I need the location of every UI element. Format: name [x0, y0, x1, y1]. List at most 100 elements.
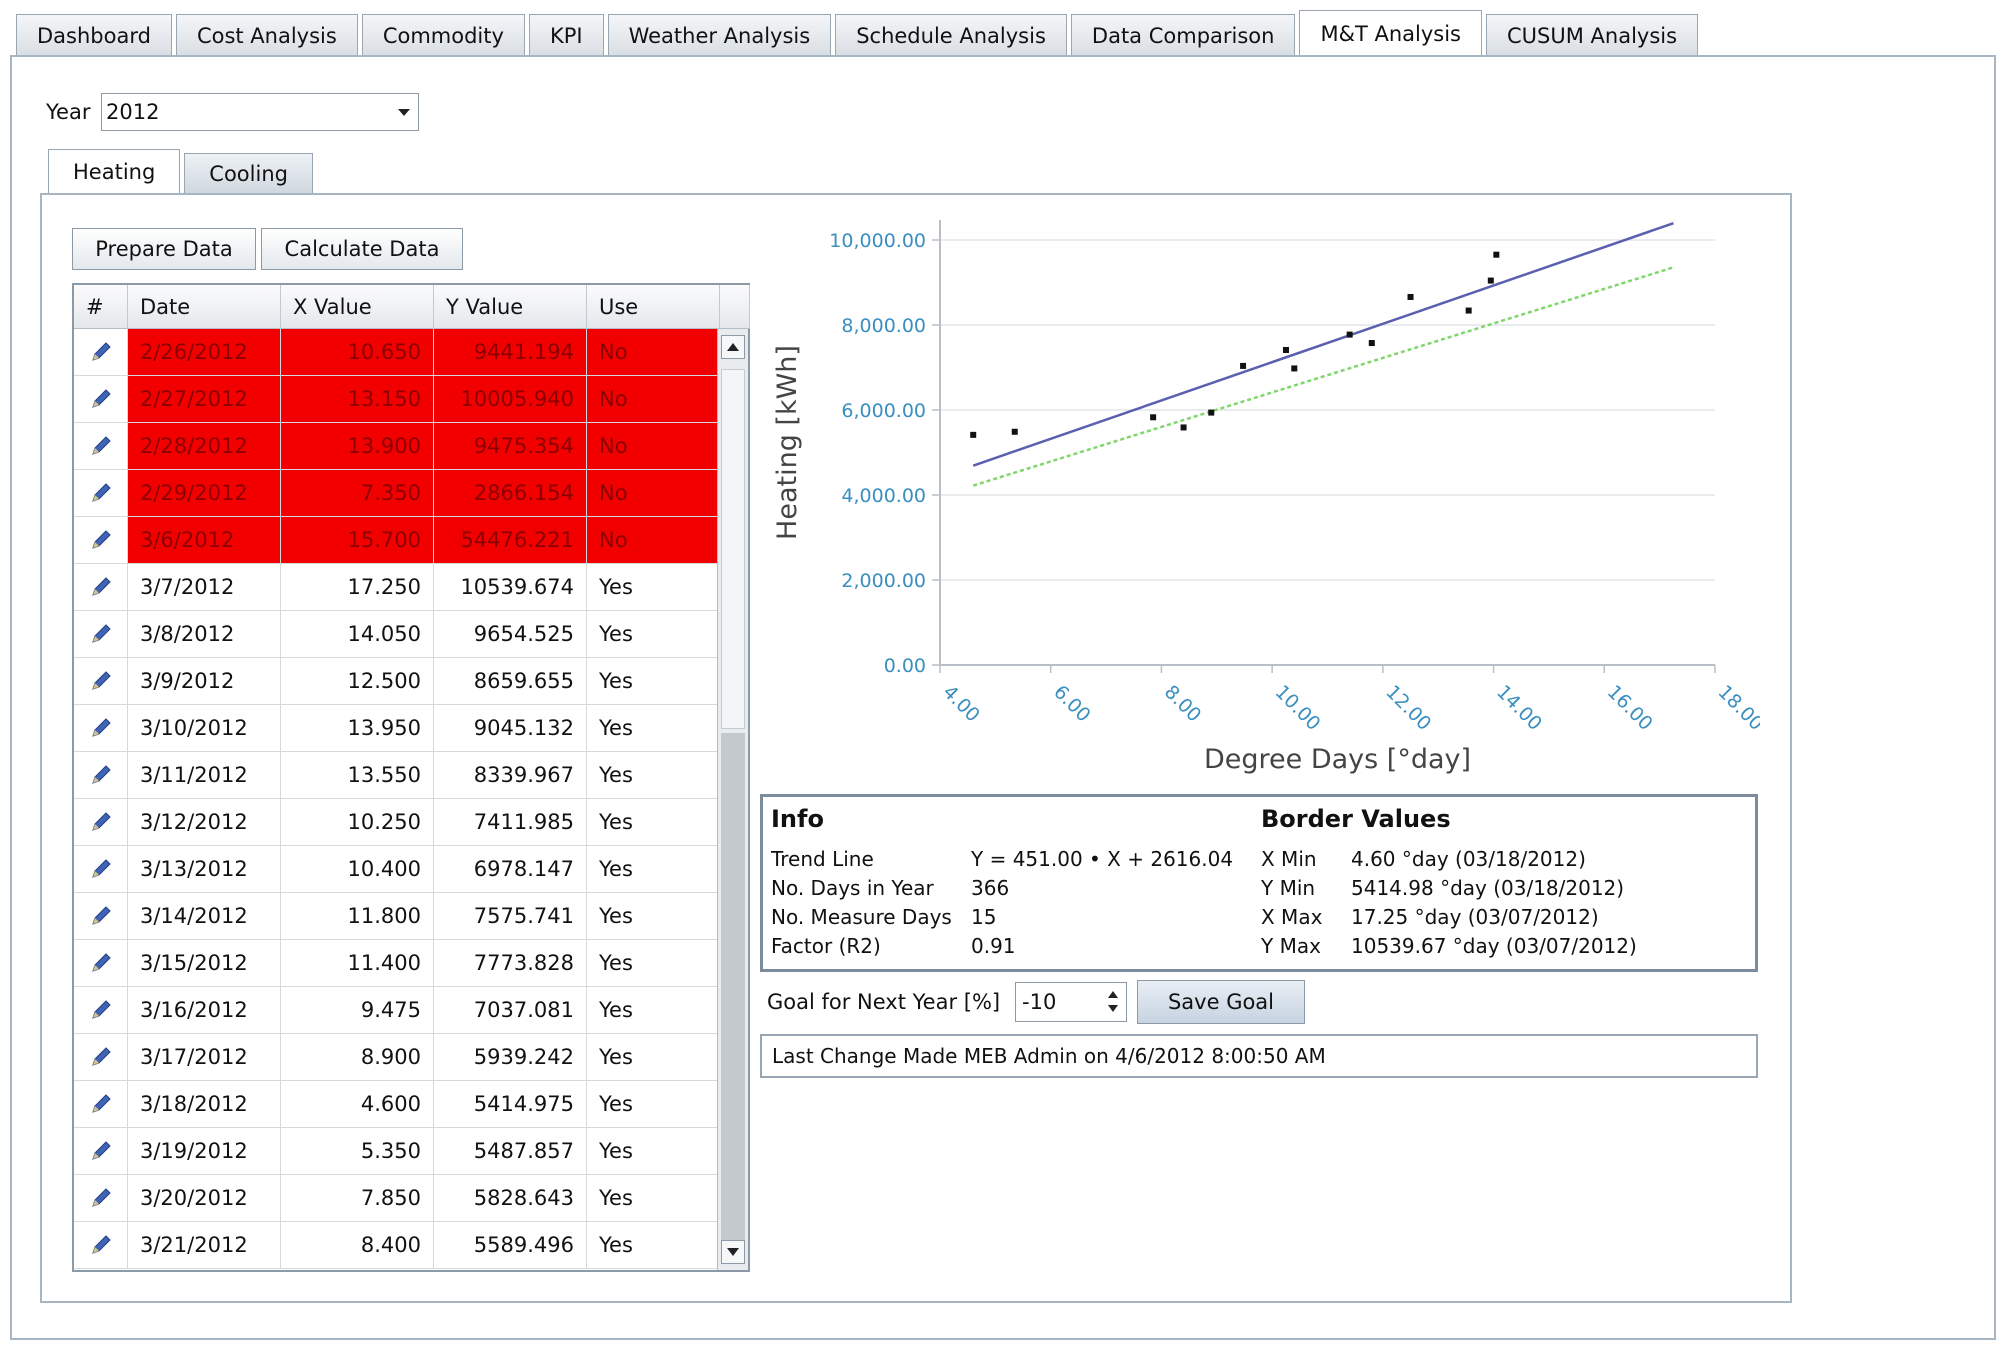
- tab-cost-analysis[interactable]: Cost Analysis: [175, 14, 358, 56]
- year-select[interactable]: 2012: [101, 93, 419, 131]
- scroll-track[interactable]: [721, 733, 745, 1241]
- table-row[interactable]: 3/16/2012 9.475 7037.081 Yes: [74, 987, 720, 1034]
- pencil-icon[interactable]: [88, 856, 114, 882]
- pencil-icon[interactable]: [88, 950, 114, 976]
- column-header-number[interactable]: #: [74, 285, 128, 329]
- pencil-icon[interactable]: [88, 1138, 114, 1164]
- x-tick-label: 18.00: [1713, 681, 1760, 735]
- table-row[interactable]: 2/28/2012 13.900 9475.354 No: [74, 423, 720, 470]
- y-tick-label: 4,000.00: [841, 485, 926, 507]
- table-row[interactable]: 3/13/2012 10.400 6978.147 Yes: [74, 846, 720, 893]
- table-row[interactable]: 3/15/2012 11.400 7773.828 Yes: [74, 940, 720, 987]
- grid-scrollbar[interactable]: [717, 329, 748, 1270]
- scroll-thumb[interactable]: [721, 369, 745, 729]
- tab-heating[interactable]: Heating: [48, 149, 181, 193]
- pencil-icon[interactable]: [88, 809, 114, 835]
- tab-weather-analysis[interactable]: Weather Analysis: [607, 14, 832, 56]
- table-row[interactable]: 2/29/2012 7.350 2866.154 No: [74, 470, 720, 517]
- table-row[interactable]: 3/14/2012 11.800 7575.741 Yes: [74, 893, 720, 940]
- table-row[interactable]: 2/26/2012 10.650 9441.194 No: [74, 329, 720, 376]
- pencil-icon[interactable]: [88, 997, 114, 1023]
- cell-edit[interactable]: [74, 705, 128, 751]
- pencil-icon[interactable]: [88, 715, 114, 741]
- scroll-down-button[interactable]: [721, 1240, 745, 1264]
- cell-edit[interactable]: [74, 611, 128, 657]
- table-row[interactable]: 3/9/2012 12.500 8659.655 Yes: [74, 658, 720, 705]
- column-header-date[interactable]: Date: [128, 285, 281, 329]
- cell-edit[interactable]: [74, 893, 128, 939]
- table-row[interactable]: 3/7/2012 17.250 10539.674 Yes: [74, 564, 720, 611]
- pencil-icon[interactable]: [88, 1044, 114, 1070]
- save-goal-button[interactable]: Save Goal: [1137, 980, 1305, 1024]
- cell-edit[interactable]: [74, 752, 128, 798]
- cell-edit[interactable]: [74, 470, 128, 516]
- year-value: 2012: [106, 100, 160, 124]
- stepper-up-icon[interactable]: [1108, 991, 1118, 998]
- cell-edit[interactable]: [74, 1034, 128, 1080]
- table-row[interactable]: 3/20/2012 7.850 5828.643 Yes: [74, 1175, 720, 1222]
- pencil-icon[interactable]: [88, 386, 114, 412]
- scroll-up-button[interactable]: [721, 335, 745, 359]
- column-header-x-value[interactable]: X Value: [281, 285, 434, 329]
- cell-edit[interactable]: [74, 940, 128, 986]
- pencil-icon[interactable]: [88, 903, 114, 929]
- tab-kpi[interactable]: KPI: [528, 14, 604, 56]
- pencil-icon[interactable]: [88, 668, 114, 694]
- table-row[interactable]: 3/21/2012 8.400 5589.496 Yes: [74, 1222, 720, 1269]
- cell-edit[interactable]: [74, 846, 128, 892]
- table-row[interactable]: 3/19/2012 5.350 5487.857 Yes: [74, 1128, 720, 1175]
- table-row[interactable]: 3/10/2012 13.950 9045.132 Yes: [74, 705, 720, 752]
- tab-mt-analysis[interactable]: M&T Analysis: [1299, 10, 1482, 56]
- pencil-icon[interactable]: [88, 762, 114, 788]
- cell-edit[interactable]: [74, 564, 128, 610]
- pencil-icon[interactable]: [88, 527, 114, 553]
- cell-date: 3/13/2012: [128, 846, 281, 892]
- goal-stepper[interactable]: -10: [1015, 982, 1127, 1022]
- table-row[interactable]: 3/6/2012 15.700 54476.221 No: [74, 517, 720, 564]
- x-tick-label: 12.00: [1381, 681, 1435, 735]
- pencil-icon[interactable]: [88, 433, 114, 459]
- table-row[interactable]: 3/11/2012 13.550 8339.967 Yes: [74, 752, 720, 799]
- tab-dashboard[interactable]: Dashboard: [16, 14, 172, 56]
- cell-edit[interactable]: [74, 987, 128, 1033]
- pencil-icon[interactable]: [88, 574, 114, 600]
- cell-edit[interactable]: [74, 799, 128, 845]
- tab-schedule-analysis[interactable]: Schedule Analysis: [835, 14, 1067, 56]
- calculate-data-button[interactable]: Calculate Data: [261, 228, 463, 270]
- table-row[interactable]: 3/12/2012 10.250 7411.985 Yes: [74, 799, 720, 846]
- table-row[interactable]: 2/27/2012 13.150 10005.940 No: [74, 376, 720, 423]
- table-row[interactable]: 3/17/2012 8.900 5939.242 Yes: [74, 1034, 720, 1081]
- cell-edit[interactable]: [74, 1081, 128, 1127]
- pencil-icon[interactable]: [88, 480, 114, 506]
- table-row[interactable]: 3/8/2012 14.050 9654.525 Yes: [74, 611, 720, 658]
- data-point: [1180, 424, 1187, 431]
- cell-date: 2/29/2012: [128, 470, 281, 516]
- cell-edit[interactable]: [74, 658, 128, 704]
- cell-edit[interactable]: [74, 423, 128, 469]
- cell-edit[interactable]: [74, 1175, 128, 1221]
- cell-edit[interactable]: [74, 1128, 128, 1174]
- tab-commodity[interactable]: Commodity: [361, 14, 525, 56]
- column-header-y-value[interactable]: Y Value: [434, 285, 587, 329]
- pencil-icon[interactable]: [88, 1232, 114, 1258]
- prepare-data-button[interactable]: Prepare Data: [72, 228, 256, 270]
- pencil-icon[interactable]: [88, 1185, 114, 1211]
- pencil-icon[interactable]: [88, 339, 114, 365]
- cell-edit[interactable]: [74, 329, 128, 375]
- pencil-icon[interactable]: [88, 621, 114, 647]
- cell-use: Yes: [587, 658, 720, 704]
- cell-edit[interactable]: [74, 1222, 128, 1268]
- tab-cooling[interactable]: Cooling: [184, 153, 313, 193]
- pencil-icon[interactable]: [88, 1091, 114, 1117]
- cell-date: 3/14/2012: [128, 893, 281, 939]
- cell-edit[interactable]: [74, 376, 128, 422]
- cell-edit[interactable]: [74, 517, 128, 563]
- tab-data-comparison[interactable]: Data Comparison: [1070, 14, 1296, 56]
- data-point: [1407, 293, 1414, 300]
- cell-x-value: 13.550: [281, 752, 434, 798]
- tab-cusum-analysis[interactable]: CUSUM Analysis: [1486, 14, 1699, 56]
- table-row[interactable]: 3/18/2012 4.600 5414.975 Yes: [74, 1081, 720, 1128]
- cell-x-value: 5.350: [281, 1128, 434, 1174]
- stepper-down-icon[interactable]: [1108, 1005, 1118, 1012]
- column-header-use[interactable]: Use: [587, 285, 720, 329]
